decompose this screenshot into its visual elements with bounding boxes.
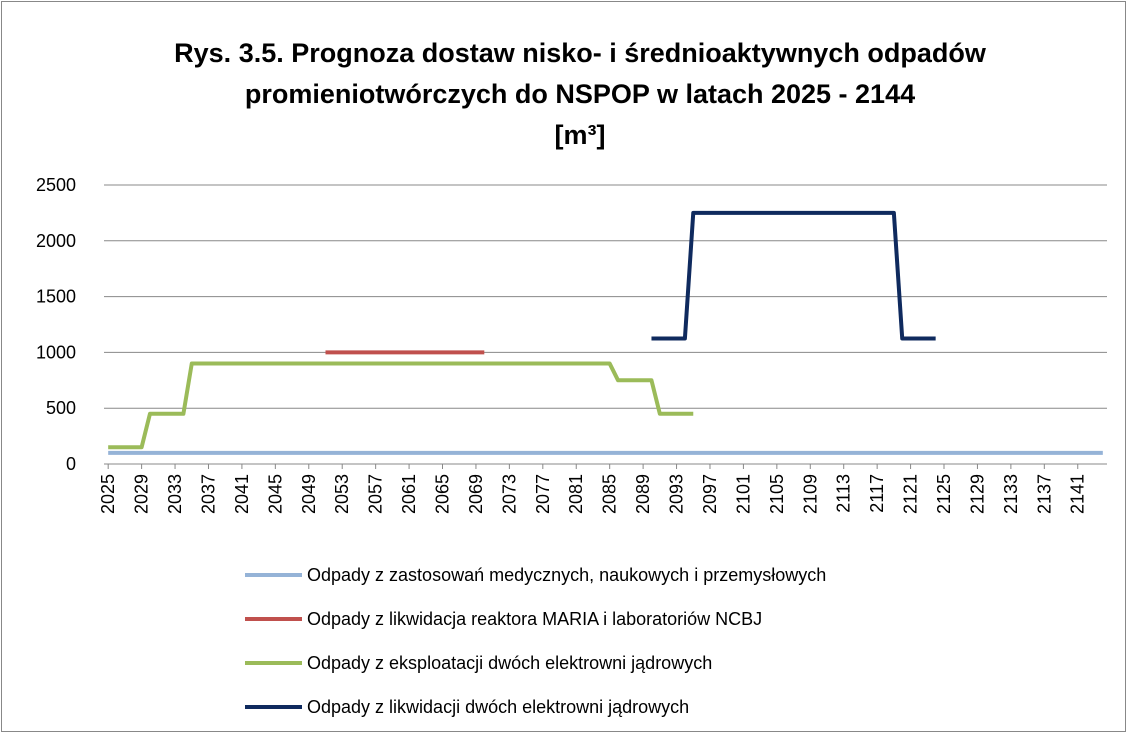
x-tick-label: 2033 [165,474,185,514]
y-tick-label: 2500 [36,175,76,195]
x-tick-label: 2097 [700,474,720,514]
series-line [651,210,936,341]
y-tick-label: 1000 [36,342,76,362]
x-tick-label: 2073 [499,474,519,514]
legend-label: Odpady z zastosowań medycznych, naukowyc… [307,565,826,585]
chart-title: promieniotwórczych do NSPOP w latach 202… [245,79,915,109]
legend-label: Odpady z likwidacja reaktora MARIA i lab… [307,609,762,629]
x-tick-label: 2081 [566,474,586,514]
x-tick-label: 2025 [98,474,118,514]
chart-title: [m³] [555,120,606,150]
x-tick-label: 2121 [901,474,921,514]
x-tick-label: 2093 [667,474,687,514]
x-tick-label: 2125 [934,474,954,514]
x-tick-label: 2129 [967,474,987,514]
x-tick-label: 2061 [399,474,419,514]
x-tick-label: 2113 [834,474,854,513]
x-tick-label: 2069 [466,474,486,514]
x-tick-label: 2133 [1001,474,1021,514]
series-line [108,361,694,450]
x-tick-label: 2053 [332,474,352,514]
x-tick-label: 2089 [633,474,653,514]
x-tick-label: 2137 [1034,474,1054,514]
x-tick-label: 2037 [198,474,218,514]
x-tick-label: 2117 [867,474,887,513]
x-tick-label: 2077 [533,474,553,514]
chart-title: Rys. 3.5. Prognoza dostaw nisko- i średn… [174,38,987,68]
legend-label: Odpady z likwidacji dwóch elektrowni jąd… [307,697,689,717]
x-tick-label: 2057 [366,474,386,514]
x-tick-label: 2029 [132,474,152,514]
x-tick-label: 2109 [800,474,820,514]
x-tick-label: 2041 [232,474,252,514]
x-tick-label: 2105 [767,474,787,514]
x-tick-label: 2141 [1068,474,1088,514]
x-tick-label: 2065 [433,474,453,514]
x-tick-label: 2049 [299,474,319,514]
y-tick-label: 1500 [36,287,76,307]
y-tick-label: 500 [46,398,76,418]
x-tick-label: 2085 [600,474,620,514]
y-tick-label: 2000 [36,231,76,251]
legend-label: Odpady z eksploatacji dwóch elektrowni j… [307,653,712,673]
y-tick-label: 0 [66,454,76,474]
x-tick-label: 2101 [733,474,753,514]
x-tick-label: 2045 [265,474,285,514]
